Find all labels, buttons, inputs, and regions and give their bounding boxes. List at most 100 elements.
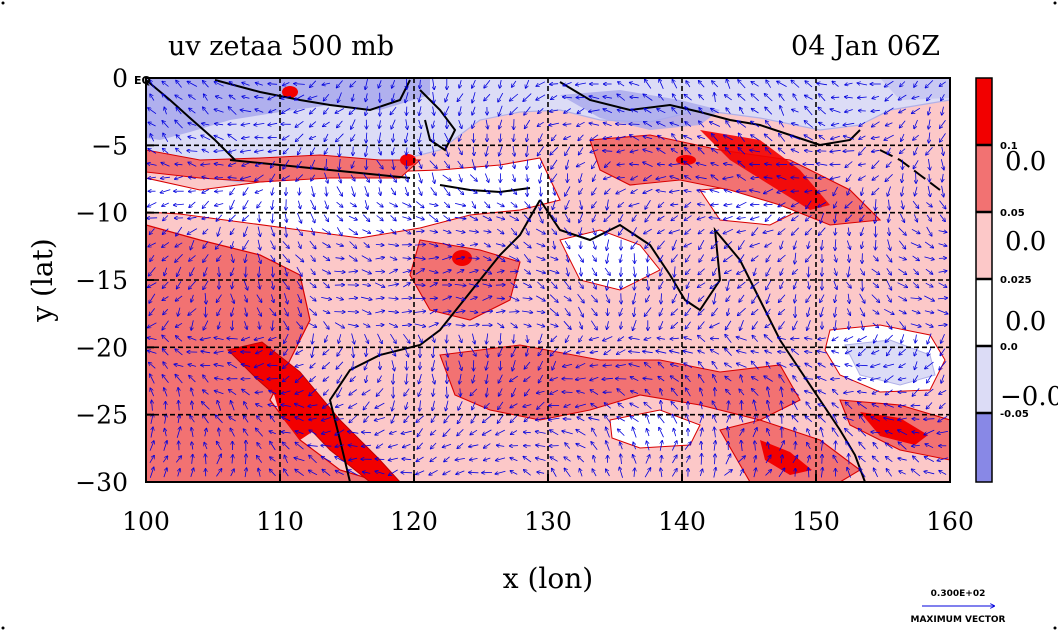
wind-vector (724, 228, 734, 233)
wind-vector (310, 136, 317, 139)
wind-vector (148, 108, 157, 115)
wind-vector (712, 149, 719, 154)
wind-vector (898, 227, 906, 235)
wind-vector (671, 215, 679, 221)
wind-vector (872, 160, 880, 169)
wind-vector (231, 228, 235, 234)
wind-vector (311, 174, 316, 181)
wind-vector (242, 123, 251, 125)
wind-vector (818, 177, 826, 178)
wind-vector (551, 228, 557, 235)
wind-vector (712, 81, 719, 88)
wind-vector (900, 120, 906, 128)
wind-vector (241, 110, 252, 112)
wind-vector (162, 82, 169, 87)
wind-vector (657, 190, 666, 192)
wind-vector (928, 106, 930, 115)
wind-vector (350, 174, 355, 181)
wind-vector (617, 135, 626, 139)
vector-legend-value: 0.300E+02 (931, 589, 986, 599)
wind-vector (243, 187, 249, 195)
wind-vector (483, 188, 490, 194)
wind-vector (286, 226, 287, 237)
wind-vector (817, 189, 827, 193)
wind-vector (752, 109, 759, 114)
wind-vector (900, 148, 906, 154)
wind-vector (418, 187, 421, 195)
wind-vector (376, 230, 383, 232)
wind-vector (513, 174, 515, 181)
wind-vector (576, 83, 586, 85)
colorbar-swatch-1 (976, 78, 992, 145)
wind-vector (563, 227, 571, 236)
wind-vector (698, 216, 706, 220)
wind-vector (362, 229, 370, 234)
wind-vector (349, 202, 356, 207)
wind-vector (740, 108, 744, 115)
wind-vector (244, 226, 248, 237)
wind-vector (527, 159, 528, 170)
wind-vector (296, 227, 303, 236)
wind-vector (766, 148, 772, 155)
wind-vector (590, 149, 599, 153)
wind-vector (764, 204, 773, 205)
wind-vector (484, 79, 491, 88)
wind-vector (709, 218, 721, 219)
wind-vector (310, 80, 317, 87)
wind-vector (510, 93, 519, 101)
wind-vector (805, 121, 813, 128)
wind-vector (738, 218, 746, 219)
wind-vector (792, 123, 799, 125)
wind-vectors (147, 79, 948, 478)
wind-vector (861, 187, 863, 195)
wind-vector (472, 106, 476, 115)
wind-vector (283, 159, 290, 169)
wind-vector (229, 162, 237, 166)
wind-vector (926, 214, 931, 221)
wind-vector (551, 214, 557, 221)
wind-vector (310, 107, 317, 114)
wind-vector (875, 199, 876, 210)
x-tick-label: 120 (390, 507, 438, 536)
wind-vector (888, 213, 889, 222)
wind-vector (540, 172, 542, 183)
wind-vector (565, 186, 571, 196)
wind-vector (857, 83, 868, 85)
wind-vector (469, 174, 477, 181)
wind-vector (806, 214, 812, 221)
wind-vector (645, 214, 651, 221)
wind-vector (845, 201, 853, 208)
wind-vector (351, 186, 355, 196)
wind-vector (657, 122, 666, 127)
wind-vector (845, 83, 853, 85)
wind-vector (939, 200, 946, 209)
wind-vector (189, 108, 196, 114)
wind-vector (672, 149, 678, 154)
wind-vector (550, 84, 559, 85)
wind-vector (457, 160, 463, 168)
wind-vector (241, 175, 252, 179)
wind-vector (484, 93, 491, 100)
wind-vector (859, 175, 866, 180)
wind-vector (632, 214, 637, 221)
wind-vector (645, 199, 651, 209)
wind-vector (336, 227, 342, 235)
wind-vector (538, 146, 545, 156)
wind-vector (150, 134, 155, 142)
wind-vector (229, 214, 236, 221)
wind-vector (241, 150, 252, 152)
wind-vector (940, 120, 946, 128)
wind-vector (644, 136, 653, 138)
wind-vector (203, 241, 209, 249)
wind-vector (324, 200, 328, 209)
wind-vector (739, 133, 746, 143)
wind-vector (176, 149, 182, 154)
wind-vector (819, 136, 826, 141)
wind-vector (429, 231, 437, 233)
wind-vector (858, 97, 867, 98)
wind-vector (939, 214, 945, 222)
wind-vector (553, 199, 556, 210)
wind-vector (723, 177, 734, 179)
wind-vector (326, 158, 327, 170)
wind-vector (443, 160, 449, 168)
